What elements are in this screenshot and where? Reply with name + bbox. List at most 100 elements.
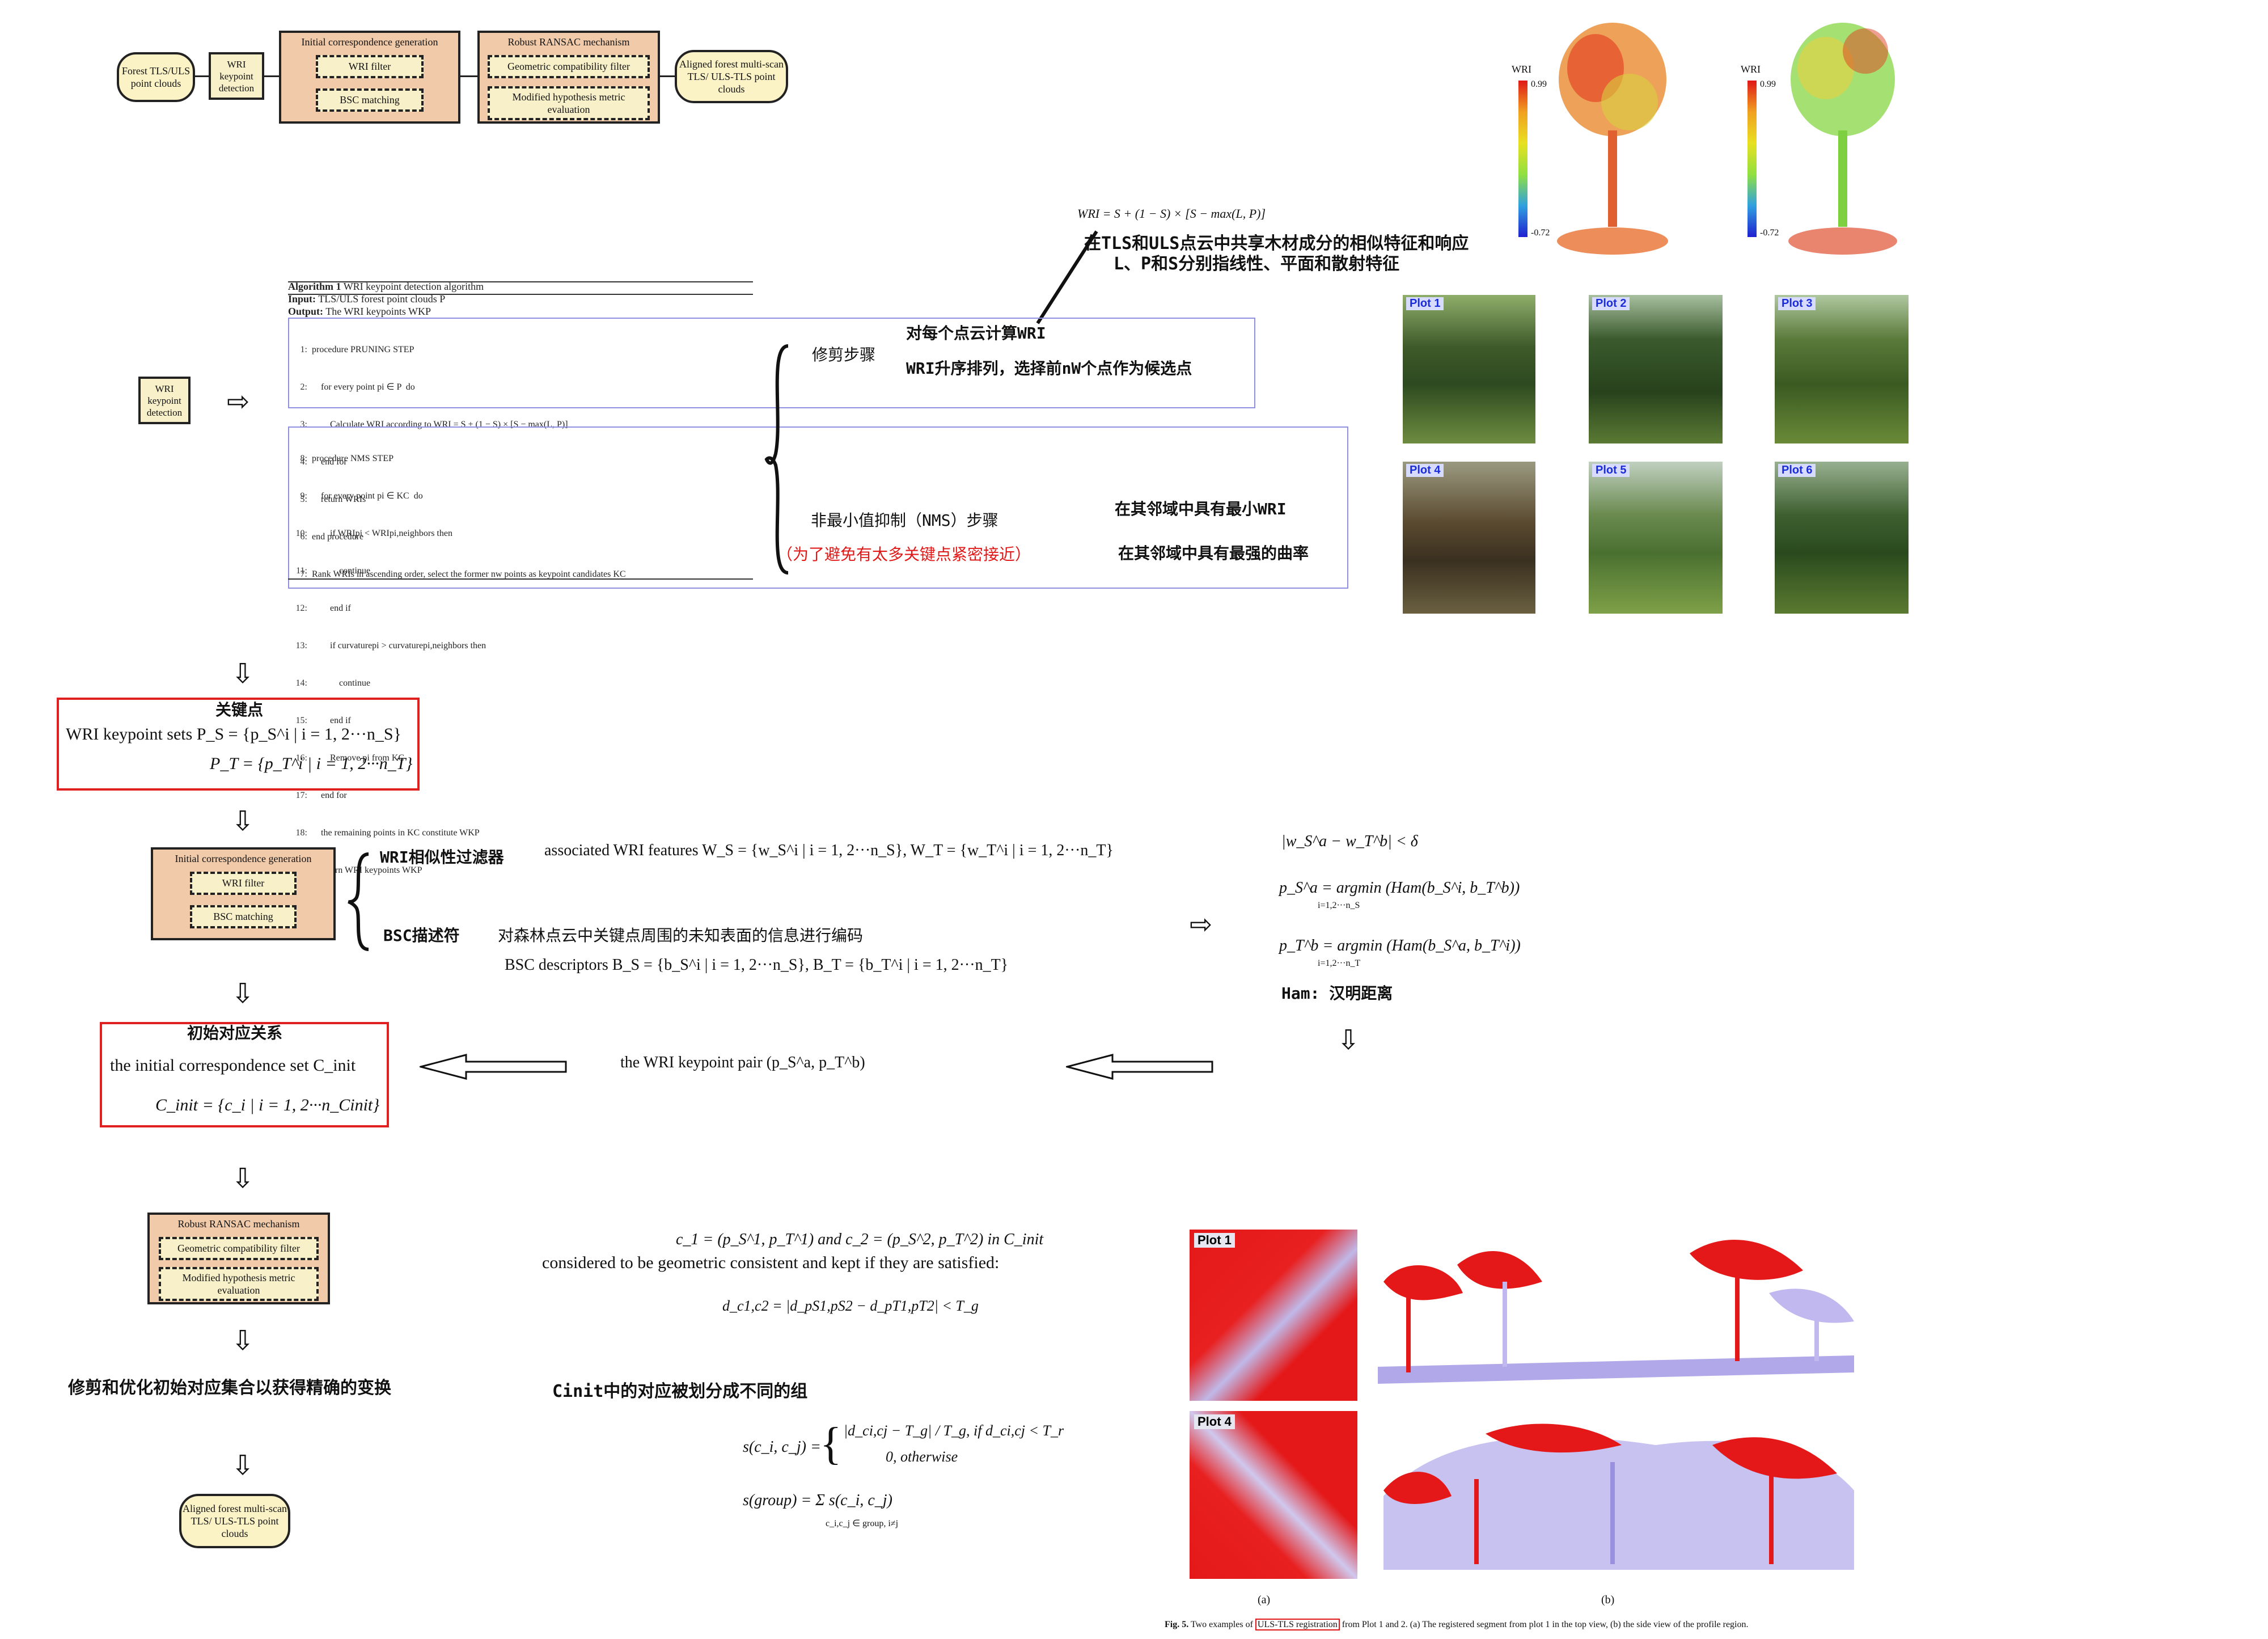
wri-formula: WRI = S + (1 − S) × [S − max(L, P)]	[1077, 206, 1266, 221]
plot-label: Plot 1	[1406, 297, 1444, 310]
colorbar-max: 0.99	[1531, 79, 1547, 89]
algorithm-title: Algorithm 1 WRI keypoint detection algor…	[288, 280, 484, 293]
flow-wri-filter: WRI filter	[316, 55, 424, 78]
wri-detection-label: WRI keypoint detection	[146, 383, 183, 418]
geo-eq: d_c1,c2 = |d_pS1,pS2 − d_pT1,pT2| < T_g	[722, 1298, 979, 1314]
ransac-node: Robust RANSAC mechanism Geometric compat…	[147, 1213, 330, 1304]
wri-similarity-text: associated WRI features W_S = {w_S^i | i…	[544, 842, 1114, 859]
algo-line: 1: procedure PRUNING STEP	[300, 345, 414, 354]
init-corr-box	[100, 1022, 389, 1127]
reg-label: Plot 4	[1194, 1414, 1235, 1429]
groups-eq-1c: 0, otherwise	[886, 1448, 958, 1465]
algo-line: 18: the remaining points in KC constitut…	[295, 828, 480, 838]
flow-geo-filter: Geometric compatibility filter	[488, 55, 650, 78]
flow-aligned-label: Aligned forest multi-scan TLS/ ULS-TLS p…	[679, 58, 784, 95]
registration-sideview-4	[1383, 1423, 1854, 1570]
caption-post: from Plot 1 and 2. (a) The registered se…	[1342, 1620, 1749, 1629]
wri-note-2: L、P和S分别指线性、平面和散射特征	[1114, 254, 1400, 274]
caption-highlight: ULS-TLS registration	[1255, 1619, 1340, 1630]
ransac-hyp-eval: Modified hypothesis metric evaluation	[159, 1267, 319, 1301]
formula-pointer-line	[1036, 230, 1098, 324]
algo-line: 12: end if	[295, 603, 351, 613]
nms-note-1: 在其邻域中具有最小WRI	[1115, 500, 1287, 518]
algorithm-nms-frame	[288, 426, 1348, 589]
algorithm-rule-top	[288, 281, 753, 282]
left-hollow-arrow	[420, 1054, 567, 1080]
algorithm-output: The WRI keypoints WKP	[325, 306, 431, 317]
plot-photo: Plot 1	[1403, 295, 1535, 443]
init-corr-title: 初始对应关系	[187, 1024, 283, 1042]
hamming-note: Ham: 汉明距离	[1281, 984, 1393, 1003]
down-arrow-icon: ⇩	[231, 805, 255, 837]
bsc-label: BSC描述符	[383, 926, 460, 945]
brace-icon	[764, 344, 789, 575]
aligned-node: Aligned forest multi-scan TLS/ ULS-TLS p…	[179, 1494, 290, 1548]
groups-eq-1a: s(c_i, c_j) =	[743, 1438, 821, 1456]
plot-label: Plot 4	[1406, 464, 1444, 477]
algorithm-prune-frame	[288, 318, 1255, 408]
algo-line: 7: Rank WRIs in ascending order, select t…	[300, 569, 626, 579]
down-arrow-icon: ⇩	[231, 1450, 255, 1481]
algo-line: 15: end if	[295, 716, 351, 725]
prune-step-label: 修剪步骤	[812, 345, 876, 364]
down-arrow-icon: ⇩	[231, 978, 255, 1009]
algo-line: 5: return WRIs	[300, 495, 366, 504]
colorbar-gradient	[1518, 81, 1527, 237]
groups-eq-1b: |d_ci,cj − T_g| / T_g, if d_ci,cj < T_r	[844, 1422, 1064, 1439]
nms-red-note: （为了避免有太多关键点紧密接近）	[777, 545, 1031, 564]
algo-line: 17: end for	[295, 791, 347, 800]
flow-wri-label: WRI keypoint detection	[218, 58, 255, 94]
groups-label: Cinit中的对应被划分成不同的组	[552, 1382, 808, 1401]
flow-aligned-node: Aligned forest multi-scan TLS/ ULS-TLS p…	[675, 50, 788, 103]
match-eq-1: |w_S^a − w_T^b| < δ	[1281, 833, 1418, 850]
registration-topview-plot1: Plot 1	[1190, 1230, 1357, 1401]
down-arrow-icon: ⇩	[1337, 1024, 1360, 1056]
init-correspondence-title: Initial correspondence generation	[175, 853, 312, 864]
wri-tree-tls	[1557, 23, 1668, 255]
algo-line: 13: if curvaturepi > curvaturepi,neighbo…	[295, 641, 486, 650]
flow-ransac-node: Robust RANSAC mechanism Geometric compat…	[477, 31, 660, 124]
prune-note-1: 对每个点云计算WRI	[906, 324, 1046, 343]
nms-note-2: 在其邻域中具有最强的曲率	[1118, 544, 1309, 563]
algorithm-title-text: WRI keypoint detection algorithm	[343, 281, 484, 292]
init-correspondence-node: Initial correspondence generation WRI fi…	[151, 847, 336, 940]
plot-label: Plot 5	[1592, 464, 1630, 477]
algorithm-title-bold: Algorithm 1	[288, 281, 341, 292]
algo-line: 10: if WRIpi < WRIpi,neighbors then	[295, 529, 452, 538]
match-eq-3-sub: i=1,2···n_T	[1318, 958, 1361, 968]
algorithm-rule-mid	[288, 294, 753, 295]
wri-tree-uls	[1788, 23, 1897, 255]
groups-eq-2-sub: c_i,c_j ∈ group, i≠j	[826, 1519, 899, 1528]
plot-photo: Plot 5	[1589, 462, 1723, 614]
geo-line-1: c_1 = (p_S^1, p_T^1) and c_2 = (p_S^2, p…	[676, 1231, 1044, 1248]
down-arrow-icon: ⇩	[231, 1325, 255, 1357]
wri-detection-node: WRI keypoint detection	[138, 377, 191, 424]
registration-sideview-1	[1378, 1240, 1854, 1384]
flow-wri-node: WRI keypoint detection	[209, 52, 264, 100]
colorbar-gradient-2	[1747, 81, 1757, 237]
plot-photo: Plot 4	[1403, 462, 1535, 614]
groups-brace: {	[820, 1419, 842, 1469]
right-arrow-icon: ⇨	[227, 386, 250, 417]
plot-label: Plot 2	[1592, 297, 1630, 310]
algorithm-rule-bottom	[288, 578, 753, 580]
algorithm-prune-lines: 1: procedure PRUNING STEP 2: for every po…	[291, 319, 626, 593]
match-eq-2: p_S^a = argmin (Ham(b_S^i, b_T^b))	[1279, 879, 1520, 897]
groups-eq-2: s(group) = Σ s(c_i, c_j)	[743, 1492, 892, 1509]
plot-photo: Plot 2	[1589, 295, 1723, 443]
match-eq-3: p_T^b = argmin (Ham(b_S^a, b_T^i))	[1279, 937, 1521, 954]
keypoints-line-2: P_T = {p_T^i | i = 1, 2···n_T}	[210, 754, 413, 773]
algorithm-output-label: Output:	[288, 306, 324, 317]
caption-pre: Two examples of	[1190, 1620, 1253, 1629]
algorithm-io: Input: TLS/ULS forest point clouds P Out…	[288, 293, 445, 318]
ransac-geo-filter: Geometric compatibility filter	[159, 1237, 319, 1260]
colorbar-min-2: -0.72	[1760, 228, 1779, 238]
plot-photo: Plot 6	[1775, 462, 1909, 614]
caption-bold: Fig. 5.	[1165, 1620, 1189, 1629]
geo-line-2: considered to be geometric consistent an…	[542, 1253, 1000, 1272]
algo-line: 4: end for	[300, 457, 347, 467]
keypoint-pair: the WRI keypoint pair (p_S^a, p_T^b)	[620, 1054, 865, 1071]
colorbar-max-2: 0.99	[1760, 79, 1776, 89]
left-hollow-arrow	[1066, 1054, 1213, 1080]
down-arrow-icon: ⇩	[231, 658, 255, 690]
